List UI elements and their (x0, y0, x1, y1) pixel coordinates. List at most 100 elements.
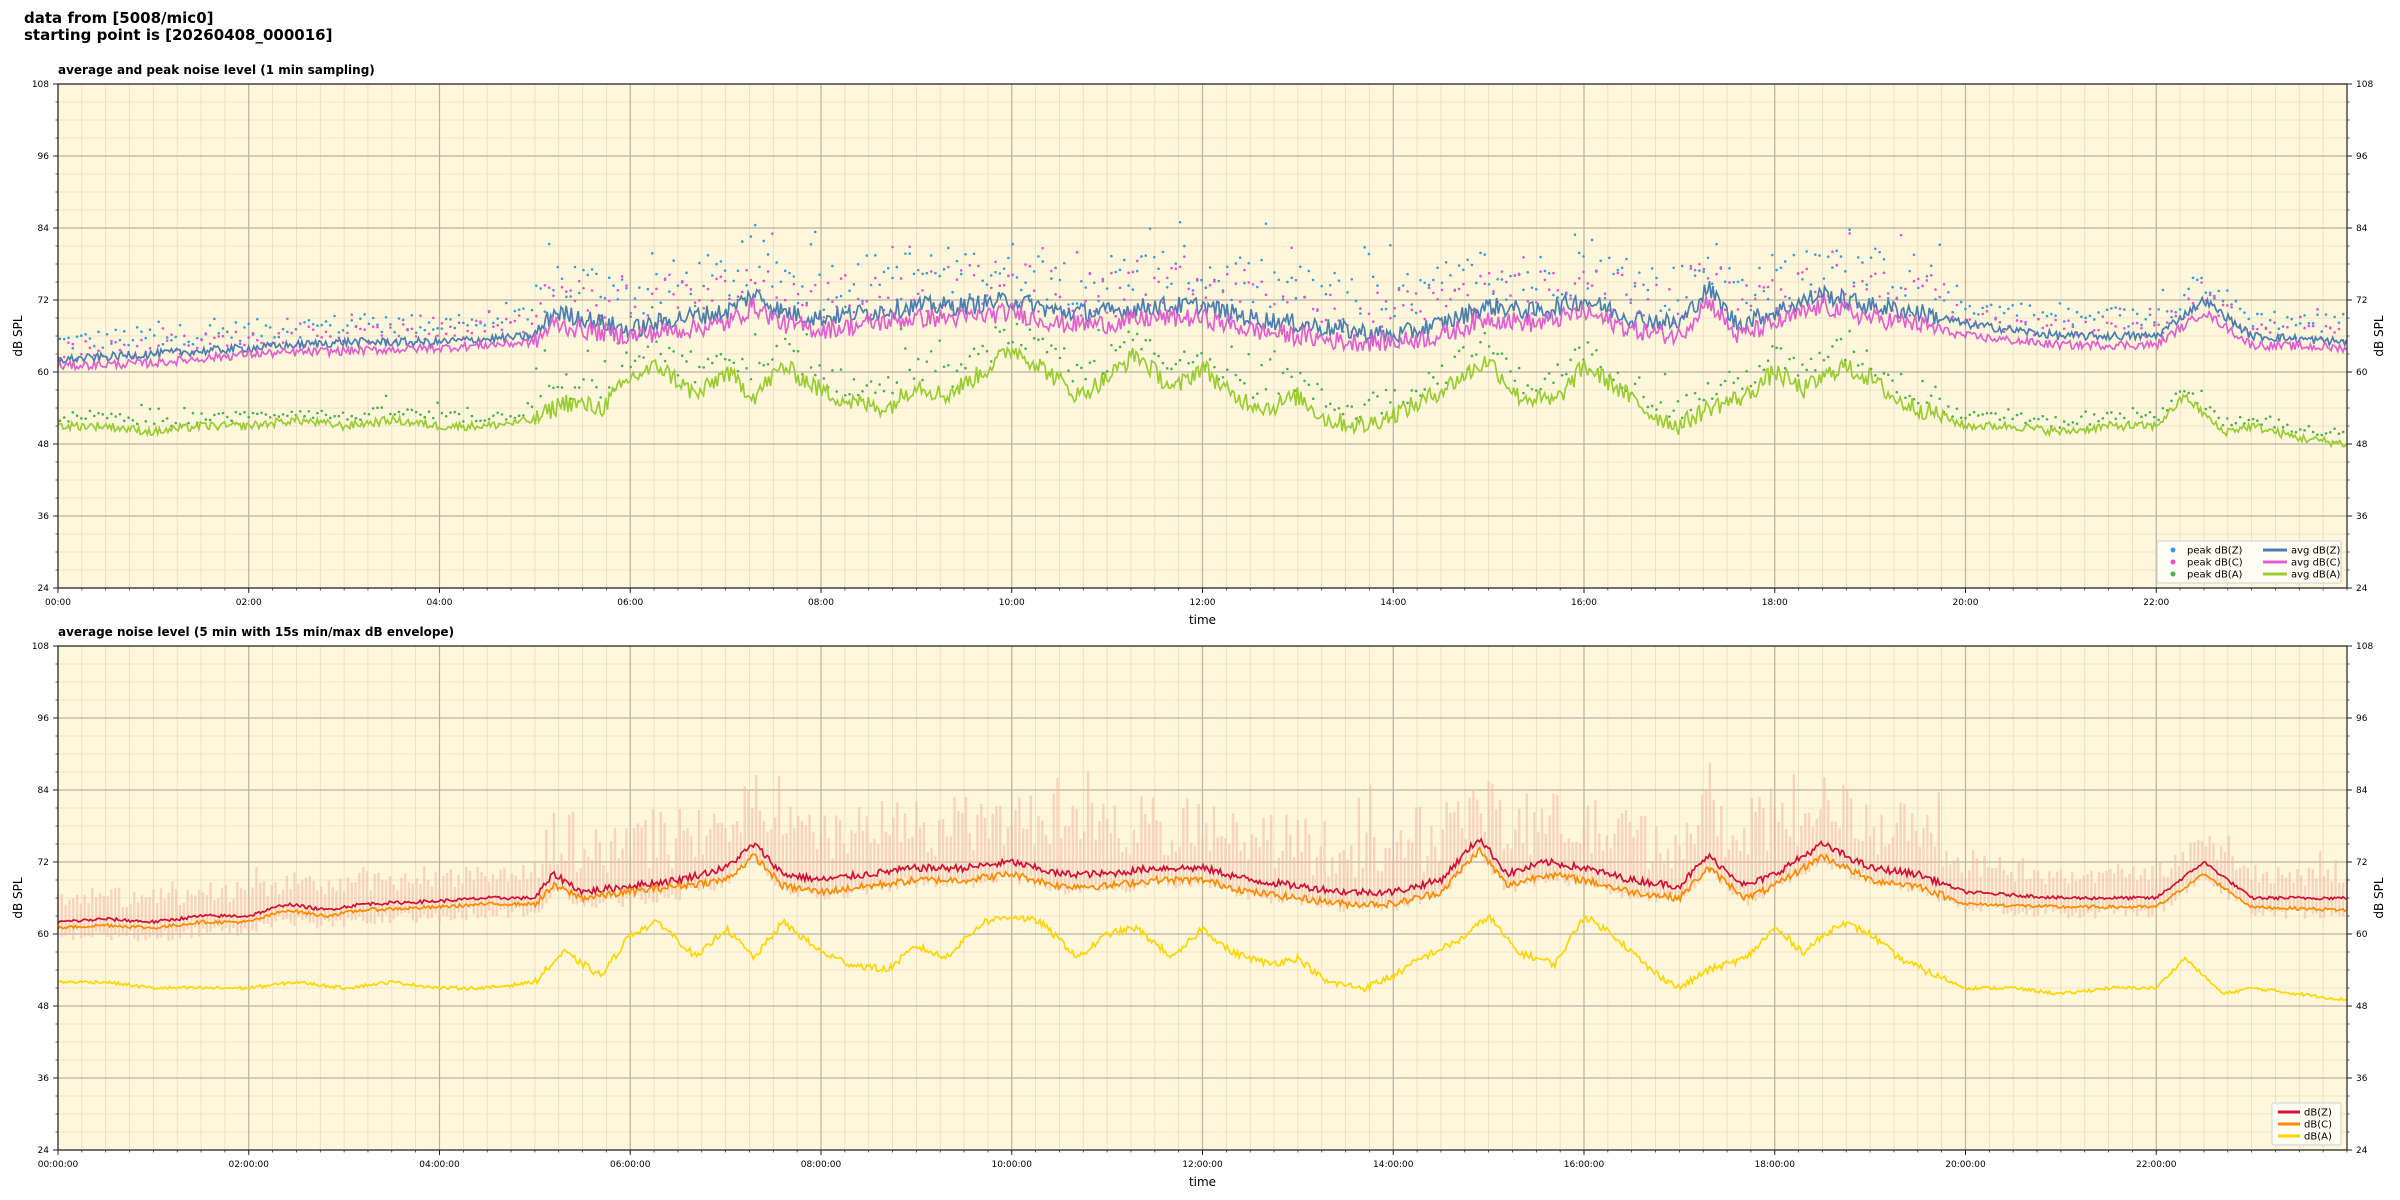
peak-point (2191, 276, 2195, 280)
peak-point (1715, 242, 1718, 246)
peak-point (354, 324, 358, 328)
peak-point (1565, 372, 1568, 376)
peak-point (1702, 270, 1705, 273)
peak-point (97, 330, 100, 334)
peak-point (2088, 423, 2092, 426)
peak-point (1560, 292, 1564, 296)
peak-point (2075, 310, 2079, 314)
peak-point (1329, 283, 1332, 287)
peak-point (1745, 284, 1748, 287)
peak-point (1732, 381, 1736, 385)
peak-point (1500, 270, 1504, 273)
peak-point (1371, 275, 1375, 279)
peak-point (1298, 371, 1302, 375)
peak-point (1462, 268, 1465, 272)
peak-point (1998, 305, 2002, 309)
peak-point (1041, 260, 1045, 263)
peak-point (380, 406, 384, 409)
peak-point (1805, 368, 1809, 372)
peak-point (2256, 419, 2259, 423)
peak-point (1676, 312, 1680, 316)
peak-point (2311, 430, 2315, 434)
peak-point (243, 326, 246, 329)
peak-point (839, 294, 843, 298)
peak-point (1213, 365, 1216, 369)
peak-point (1298, 265, 1302, 268)
peak-point (1620, 266, 1624, 270)
peak-point (1813, 369, 1817, 372)
x-tick-label: 14:00 (1380, 598, 1406, 608)
peak-point (745, 268, 748, 272)
peak-point (1539, 255, 1542, 259)
peak-point (1886, 296, 1890, 300)
peak-point (1367, 312, 1371, 316)
peak-point (1650, 404, 1654, 408)
peak-point (1693, 268, 1697, 272)
peak-point (968, 263, 972, 267)
peak-point (1268, 305, 1272, 309)
peak-point (1256, 392, 1259, 395)
peak-point (457, 412, 461, 416)
peak-point (1509, 274, 1512, 278)
peak-point (1771, 278, 1774, 282)
peak-point (1350, 405, 1354, 408)
peak-point (908, 252, 911, 255)
peak-point (500, 413, 504, 416)
peak-point (1427, 371, 1431, 375)
peak-point (436, 401, 439, 405)
peak-point (367, 322, 371, 326)
peak-point (397, 317, 401, 320)
peak-point (389, 323, 392, 326)
peak-point (333, 314, 336, 318)
peak-point (1625, 257, 1628, 261)
peak-point (474, 419, 478, 423)
peak-point (2067, 319, 2070, 322)
peak-point (234, 410, 238, 414)
peak-point (1942, 283, 1946, 286)
x-tick-label: 18:00:00 (1755, 1160, 1796, 1170)
peak-point (753, 333, 757, 336)
peak-point (1191, 292, 1195, 296)
peak-point (1530, 312, 1534, 315)
peak-point (839, 277, 843, 280)
peak-point (2114, 325, 2118, 328)
peak-point (964, 252, 967, 256)
peak-point (1191, 360, 1195, 364)
peak-point (148, 407, 152, 411)
peak-point (1183, 244, 1186, 248)
peak-point (140, 330, 143, 333)
peak-point (1741, 298, 1744, 301)
peak-point (1225, 265, 1229, 269)
peak-point (1552, 293, 1555, 297)
peak-point (916, 268, 920, 272)
peak-point (719, 352, 723, 356)
x-tick-label: 22:00 (2143, 598, 2169, 608)
peak-point (324, 320, 328, 323)
peak-point (1891, 285, 1894, 289)
peak-point (1779, 266, 1783, 270)
peak-point (839, 368, 843, 371)
peak-point (552, 288, 555, 292)
peak-point (75, 335, 79, 338)
peak-point (1758, 266, 1761, 270)
peak-point (655, 340, 658, 343)
peak-point (539, 287, 542, 290)
x-tick-label: 18:00 (1762, 598, 1788, 608)
peak-point (1526, 270, 1530, 274)
peak-point (1801, 271, 1804, 274)
peak-point (1110, 343, 1113, 347)
peak-point (84, 332, 87, 336)
peak-point (934, 271, 937, 275)
peak-point (161, 419, 165, 423)
peak-point (1672, 409, 1675, 412)
peak-point (1556, 296, 1560, 299)
x-tick-label: 00:00 (45, 598, 71, 608)
peak-point (1783, 367, 1787, 370)
peak-point (1264, 222, 1268, 225)
peak-point (882, 270, 886, 274)
peak-point (899, 327, 903, 331)
peak-point (1045, 298, 1049, 301)
y-axis-label-right: dB SPL (2372, 877, 2386, 919)
peak-point (1346, 404, 1349, 408)
peak-point (131, 419, 135, 422)
